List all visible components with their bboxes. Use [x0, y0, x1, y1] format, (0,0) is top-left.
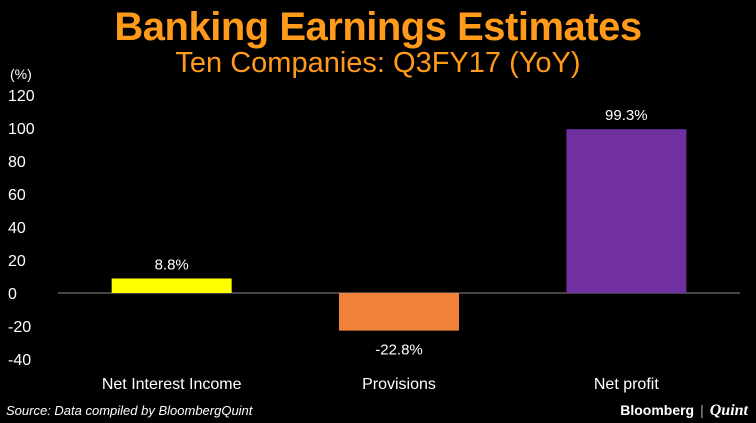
chart-title: Banking Earnings Estimates — [114, 5, 642, 49]
x-tick-label: Net Interest Income — [102, 376, 242, 393]
x-axis-ticks: Net Interest Income Provisions Net profit — [102, 376, 659, 393]
y-tick-label: 80 — [8, 154, 26, 171]
data-labels-group: 8.8% -22.8% 99.3% — [155, 107, 648, 358]
bar — [111, 278, 232, 293]
y-tick-label: -20 — [8, 319, 31, 336]
y-tick-label: 40 — [8, 220, 26, 237]
bar — [339, 293, 459, 331]
y-tick-label: 60 — [8, 187, 26, 204]
brand-logo: Bloomberg | Quint — [620, 401, 748, 420]
y-axis-ticks: 120 100 80 60 40 20 0 -20 -40 — [8, 88, 35, 369]
y-tick-label: 0 — [8, 286, 17, 303]
y-tick-label: 20 — [8, 253, 26, 270]
data-label: -22.8% — [375, 342, 423, 359]
data-label: 99.3% — [605, 107, 648, 124]
chart-subtitle: Ten Companies: Q3FY17 (YoY) — [175, 47, 581, 79]
y-tick-label: -40 — [8, 352, 31, 369]
y-tick-label: 100 — [8, 121, 35, 138]
y-tick-label: 120 — [8, 88, 35, 105]
y-axis-label: (%) — [10, 66, 32, 82]
bars-group — [111, 129, 687, 331]
brand-quint: Quint — [709, 402, 748, 419]
bar — [566, 129, 687, 293]
brand-separator: | — [700, 402, 704, 418]
source-note: Source: Data compiled by BloombergQuint — [6, 403, 253, 418]
brand-bloomberg: Bloomberg — [620, 402, 695, 418]
data-label: 8.8% — [155, 256, 189, 273]
x-tick-label: Net profit — [594, 376, 659, 393]
x-tick-label: Provisions — [362, 376, 436, 393]
